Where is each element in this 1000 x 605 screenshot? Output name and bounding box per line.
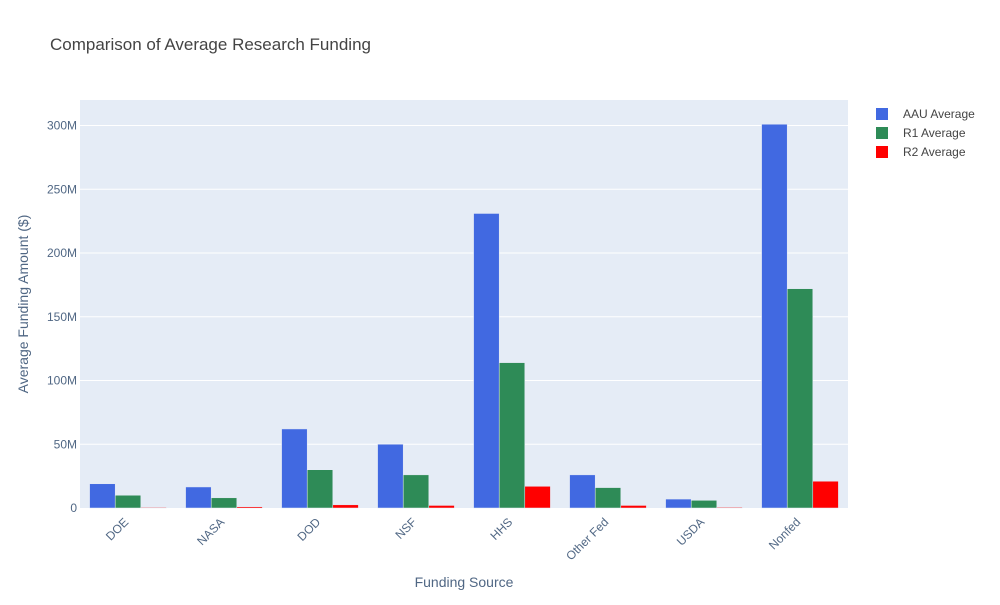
grid-lines xyxy=(80,125,848,445)
chart-title: Comparison of Average Research Funding xyxy=(50,35,371,54)
y-axis-title: Average Funding Amount ($) xyxy=(15,215,31,394)
bar-r2-average-hhs[interactable] xyxy=(524,486,551,509)
bar-aau-average-nonfed[interactable] xyxy=(761,123,788,509)
bar-r1-average-nsf[interactable] xyxy=(402,474,430,509)
bar-r2-average-other-fed[interactable] xyxy=(620,505,647,509)
x-axis-title: Funding Source xyxy=(415,574,514,590)
legend-label: AAU Average xyxy=(903,107,975,121)
bar-r1-average-hhs[interactable] xyxy=(498,362,526,509)
bar-r1-average-nasa[interactable] xyxy=(210,497,238,509)
y-axis-ticks: 0 50M 100M 150M 200M 250M 300M xyxy=(47,119,77,516)
bar-r1-average-other-fed[interactable] xyxy=(594,487,622,509)
plot-area xyxy=(80,100,848,508)
y-tick-label: 0 xyxy=(70,501,77,515)
bar-r1-average-usda[interactable] xyxy=(690,500,718,509)
bars xyxy=(89,123,839,509)
bar-r1-average-doe[interactable] xyxy=(114,495,142,509)
bar-r2-average-nsf[interactable] xyxy=(428,505,455,509)
bar-aau-average-usda[interactable] xyxy=(665,498,692,509)
legend-item-aau-average[interactable]: AAU Average xyxy=(876,107,975,121)
bar-aau-average-other-fed[interactable] xyxy=(569,474,596,509)
bar-r2-average-dod[interactable] xyxy=(332,504,359,509)
bar-r2-average-nonfed[interactable] xyxy=(812,480,839,509)
bar-r2-average-usda[interactable] xyxy=(716,506,743,509)
legend-item-r2-average[interactable]: R2 Average xyxy=(876,145,966,159)
y-tick-label: 50M xyxy=(54,437,77,451)
legend[interactable]: AAU Average R1 Average R2 Average xyxy=(876,107,975,159)
y-tick-label: 300M xyxy=(47,119,77,133)
legend-label: R1 Average xyxy=(903,126,966,140)
bar-r2-average-nasa[interactable] xyxy=(236,506,263,509)
legend-label: R2 Average xyxy=(903,145,966,159)
legend-item-r1-average[interactable]: R1 Average xyxy=(876,126,966,140)
bar-aau-average-nsf[interactable] xyxy=(377,444,404,509)
bar-r1-average-nonfed[interactable] xyxy=(786,288,814,509)
legend-swatch xyxy=(876,108,888,120)
y-tick-label: 100M xyxy=(47,374,77,388)
y-tick-label: 150M xyxy=(47,310,77,324)
bar-aau-average-doe[interactable] xyxy=(89,483,116,509)
bar-aau-average-nasa[interactable] xyxy=(185,486,212,509)
bar-aau-average-hhs[interactable] xyxy=(473,213,500,509)
bar-r1-average-dod[interactable] xyxy=(306,469,334,509)
bar-r2-average-doe[interactable] xyxy=(140,507,167,509)
y-tick-label: 250M xyxy=(47,182,77,196)
legend-swatch xyxy=(876,127,888,139)
legend-swatch xyxy=(876,146,888,158)
bar-aau-average-dod[interactable] xyxy=(281,428,308,509)
y-tick-label: 200M xyxy=(47,246,77,260)
